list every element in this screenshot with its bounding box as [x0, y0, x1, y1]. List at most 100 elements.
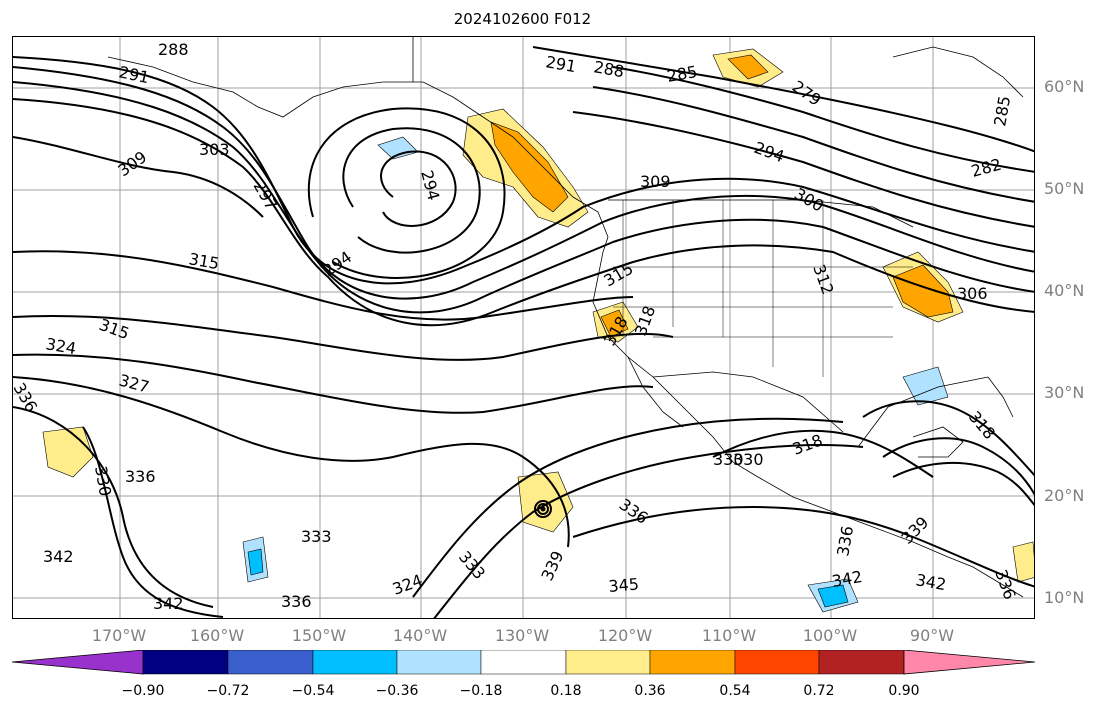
contour-line: [13, 136, 264, 218]
contour-label: 342: [153, 594, 184, 613]
contour-label: 288: [592, 57, 625, 81]
contour-label: 285: [665, 62, 698, 86]
contour-line: [13, 315, 674, 361]
lon-label-140w: 140°W: [392, 626, 448, 645]
contour-label: 336: [281, 592, 312, 611]
border-us-canada: [608, 199, 914, 228]
contour-line: [13, 98, 1034, 327]
contour-line: [13, 66, 1034, 300]
florida: [987, 376, 1014, 418]
contour-label: 282: [969, 155, 1003, 181]
state-lines: [613, 200, 913, 377]
colorbar-tick-label: −0.18: [459, 683, 503, 699]
low-center: [307, 107, 506, 279]
pos-core-bc-coast: [490, 121, 569, 213]
contour-label: 318: [965, 407, 999, 443]
pos-core-great-lakes: [892, 264, 954, 318]
contour-label: 336: [13, 380, 41, 416]
contour-label: 294: [752, 138, 787, 166]
contour-line: [82, 426, 224, 618]
contour-line: [862, 400, 1034, 477]
contour-label: 324: [390, 570, 425, 598]
contour-label: 309: [640, 172, 671, 191]
contour-label: 303: [199, 140, 230, 159]
contour-label: 315: [187, 249, 220, 273]
colorbar-tick-label: −0.54: [291, 683, 335, 699]
low-center: [342, 127, 481, 254]
contour-line: [13, 81, 1034, 314]
contour-line: [433, 444, 864, 618]
contour-label: 330: [733, 450, 764, 469]
colorbar-tick-label: 0.72: [803, 683, 835, 699]
contour-line: [712, 429, 934, 478]
colorbar-tick-label: −0.72: [206, 683, 250, 699]
hurricane-center: [534, 500, 552, 518]
contour-label: 333: [301, 527, 332, 546]
colorbar-segment: [734, 650, 820, 675]
contour-label: 345: [608, 574, 640, 596]
lat-label-20n: 20°N: [1044, 486, 1085, 505]
contour-line: [592, 86, 1034, 203]
contour-label: 342: [914, 570, 947, 594]
contour-label: 300: [791, 184, 827, 216]
lat-label-30n: 30°N: [1044, 383, 1085, 402]
lat-label-60n: 60°N: [1044, 77, 1085, 96]
lon-label-100w: 100°W: [802, 626, 858, 645]
contour-line: [612, 66, 1034, 173]
contour-label: 318: [790, 430, 825, 458]
lon-label-170w: 170°W: [91, 626, 147, 645]
contour-label: 336: [125, 467, 156, 486]
contour-label: 339: [537, 548, 567, 584]
map-title: 2024102600 F012: [453, 10, 592, 28]
colorbar-tick-label: 0.54: [719, 683, 751, 699]
omega-shading: [42, 48, 1034, 613]
contour-label: 342: [830, 567, 863, 591]
pos-core-alaska-gulf: [727, 54, 769, 80]
colorbar-segment: [480, 650, 567, 675]
lon-label-110w: 110°W: [701, 626, 757, 645]
map-canvas: 288 291 291 288 285 279 285 282 309 303 …: [13, 37, 1034, 618]
border-us-mexico: [652, 371, 844, 433]
colorbar-tick-label: 0.18: [550, 683, 582, 699]
colorbar-tick-label: 0.36: [634, 683, 666, 699]
pos-area-west-pacific: [42, 426, 94, 478]
contour-label: 336: [991, 567, 1019, 602]
graticule: [13, 37, 1034, 618]
contour-line: [882, 437, 1034, 496]
lon-label-130w: 130°W: [494, 626, 550, 645]
colorbar-tick-label: −0.36: [375, 683, 419, 699]
lon-label-120w: 120°W: [597, 626, 653, 645]
colorbar-segment: [142, 650, 229, 675]
colorbar-segment: [396, 650, 482, 675]
neg-area-gulf-mexico: [902, 366, 949, 406]
contour-label: 306: [957, 284, 988, 303]
pos-area-south-east: [1012, 541, 1034, 583]
colorbar-extend-high: [903, 650, 1036, 675]
coastlines: [107, 37, 1024, 598]
contour-label: 327: [117, 371, 151, 397]
central-america: [832, 511, 1024, 598]
contour-label: 279: [789, 77, 825, 110]
hurricane-ring: [537, 503, 549, 515]
contour-label: 285: [990, 94, 1014, 127]
neg-core-west: [247, 548, 264, 576]
baja: [627, 356, 684, 428]
contour-label: 342: [43, 547, 74, 566]
yucatan: [912, 426, 964, 458]
contour-label: 318: [631, 303, 659, 338]
contour-line: [13, 250, 634, 321]
hurricane-ring: [534, 500, 552, 518]
contour-label: 333: [455, 547, 489, 583]
contour-label: 330: [713, 450, 744, 469]
colorbar-tick-label: 0.90: [888, 683, 920, 699]
contour-line: [572, 111, 1034, 228]
lon-label-90w: 90°W: [909, 626, 955, 645]
lon-label-160w: 160°W: [189, 626, 245, 645]
hudson-bay: [892, 46, 1024, 98]
gulf-coast: [857, 376, 989, 448]
contour-line: [892, 462, 1034, 507]
contour-line: [572, 505, 1034, 588]
colorbar-segment: [227, 650, 314, 675]
contour-label: 288: [158, 40, 189, 59]
colorbar-segment: [818, 650, 905, 675]
